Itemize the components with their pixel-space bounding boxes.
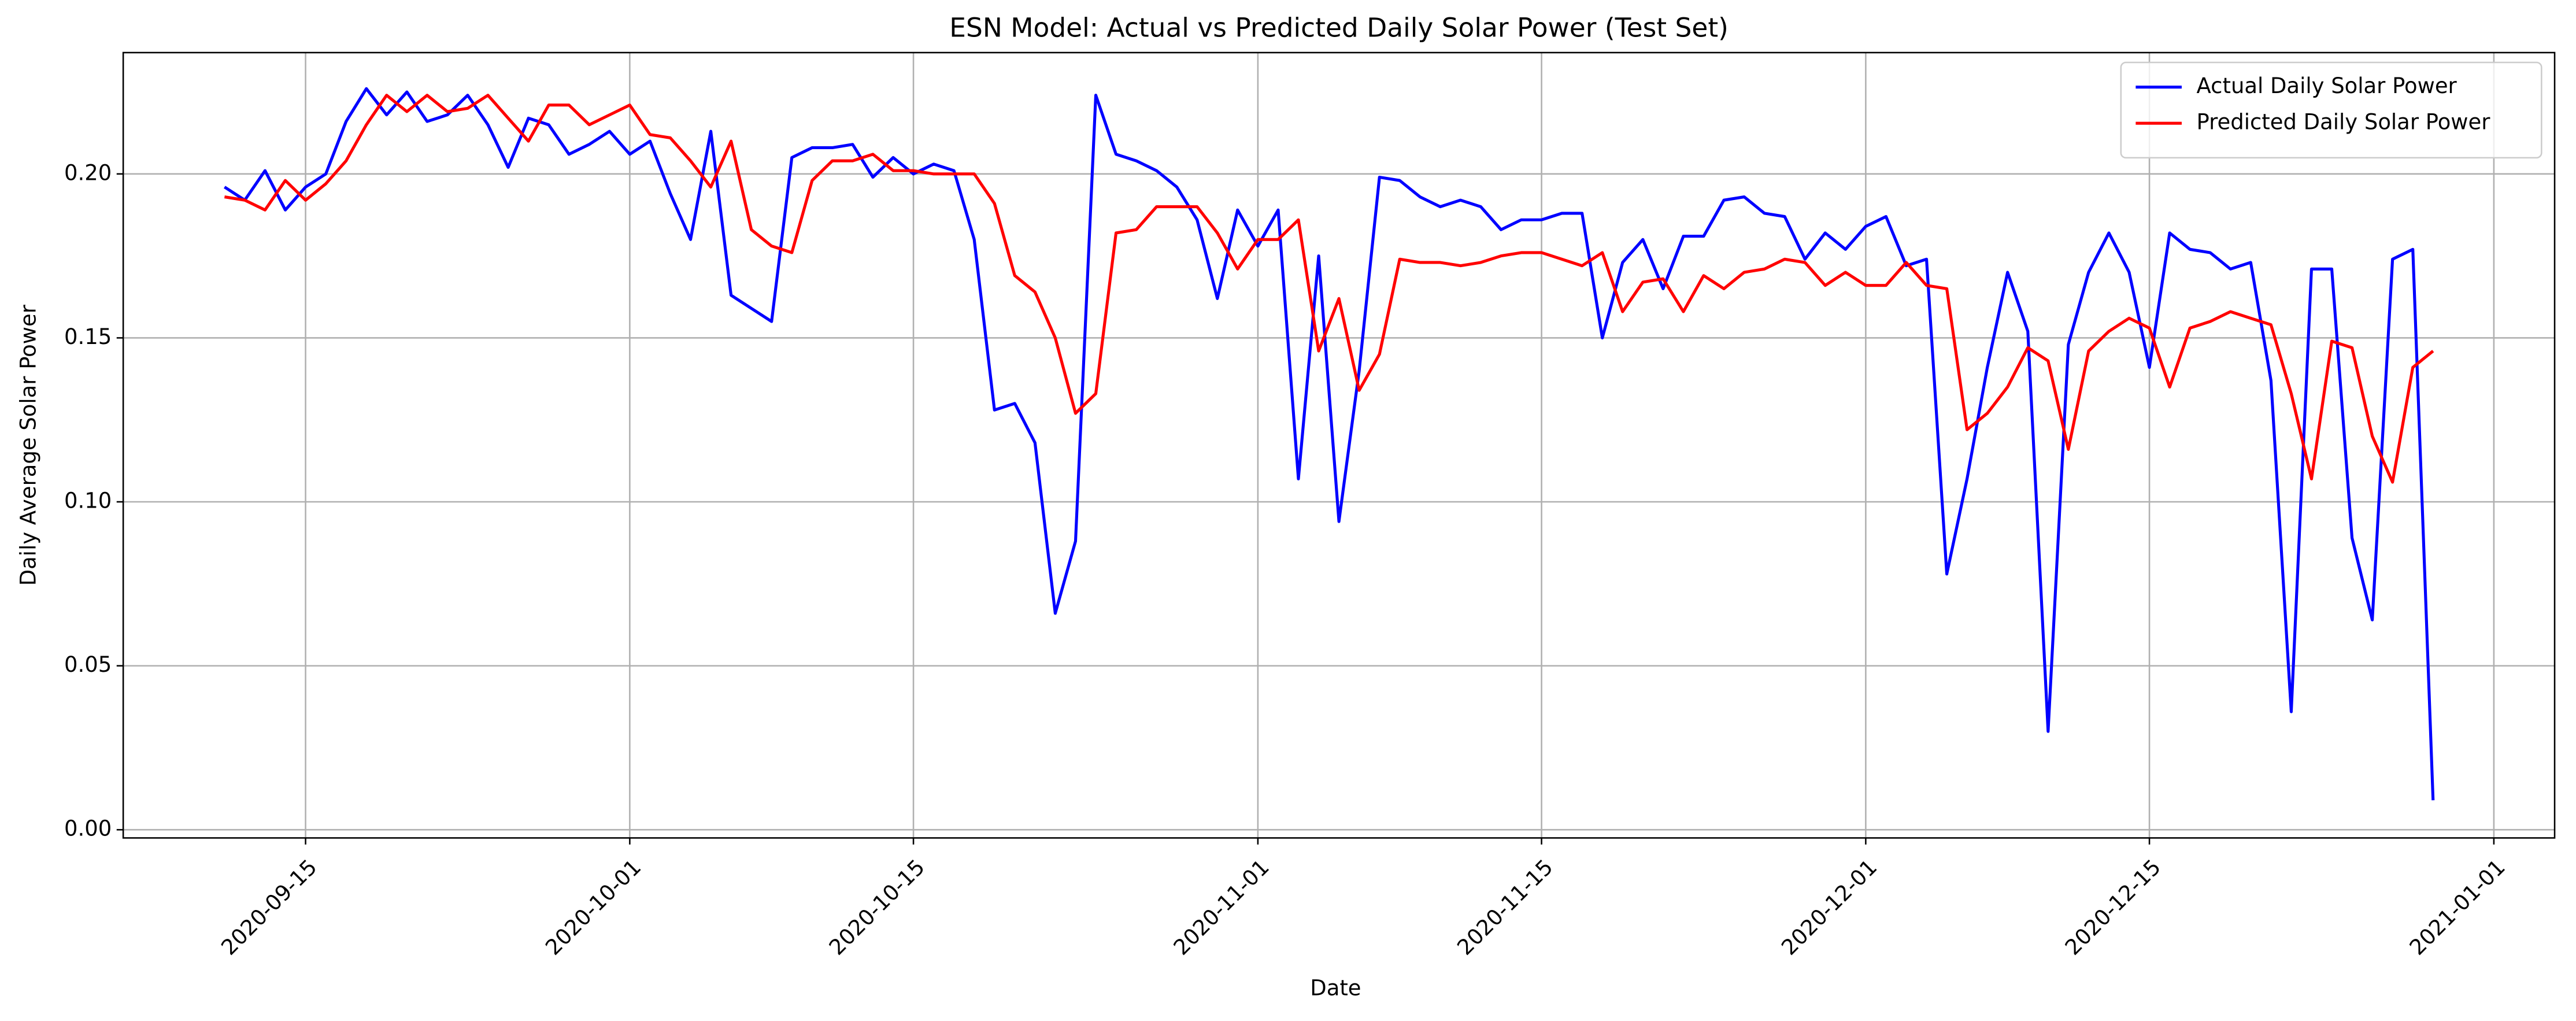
series-line bbox=[224, 87, 2435, 801]
legend-box bbox=[2120, 61, 2542, 159]
y-tick-label: 0.05 bbox=[64, 652, 112, 677]
y-tick-label: 0.10 bbox=[64, 489, 112, 513]
x-axis-label: Date bbox=[1310, 975, 1361, 1000]
y-axis-label: Daily Average Solar Power bbox=[16, 304, 41, 586]
legend: Actual Daily Solar Power Predicted Daily … bbox=[2120, 61, 2542, 159]
legend-label: Actual Daily Solar Power bbox=[2197, 73, 2457, 98]
y-tick-label: 0.20 bbox=[64, 160, 112, 185]
y-tick-label: 0.15 bbox=[64, 324, 112, 349]
plot-frame bbox=[122, 51, 2556, 839]
legend-label: Predicted Daily Solar Power bbox=[2197, 110, 2491, 135]
chart-title: ESN Model: Actual vs Predicted Daily Sol… bbox=[949, 13, 1729, 43]
y-tick-label: 0.00 bbox=[64, 816, 112, 841]
series-line bbox=[224, 94, 2434, 484]
